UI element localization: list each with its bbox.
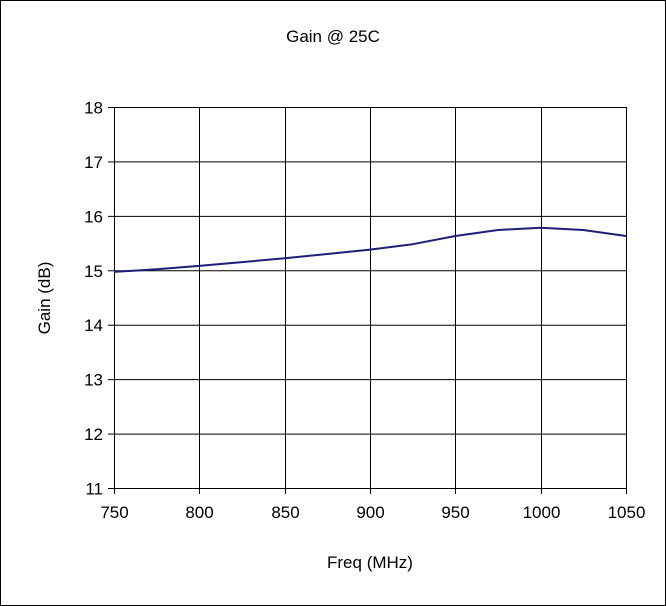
- x-tick-label: 1000: [523, 503, 561, 522]
- x-axis-title: Freq (MHz): [327, 553, 413, 572]
- axes: [108, 107, 627, 494]
- y-tick-label: 18: [84, 99, 103, 118]
- y-tick-label: 12: [84, 425, 103, 444]
- x-tick-label: 950: [441, 503, 469, 522]
- plot-border: [114, 107, 627, 489]
- y-tick-label: 13: [84, 371, 103, 390]
- y-tick-label: 17: [84, 153, 103, 172]
- chart-title: Gain @ 25C: [286, 27, 380, 46]
- x-tick-label: 750: [100, 503, 128, 522]
- series-layer: [113, 226, 627, 273]
- x-tick-label: 800: [185, 503, 213, 522]
- x-tick-label: 850: [271, 503, 299, 522]
- y-tick-label: 14: [84, 316, 103, 335]
- y-tick-label: 11: [85, 480, 103, 499]
- y-tick-label: 16: [84, 207, 103, 226]
- tick-labels: 11 12 13 14 15 16 17 18 750 800 850 900 950 1000 1050: [84, 99, 645, 523]
- gain-series-line: [113, 226, 627, 273]
- y-axis-title: Gain (dB): [35, 262, 54, 335]
- y-tick-label: 15: [84, 262, 103, 281]
- x-tick-label: 900: [356, 503, 384, 522]
- x-tick-label: 1050: [608, 503, 646, 522]
